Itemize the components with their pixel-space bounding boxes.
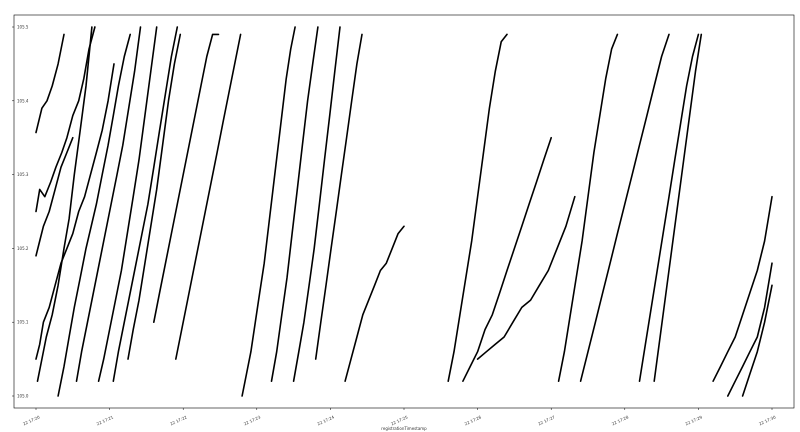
series-line-4 [35, 63, 115, 360]
x-tick-label-4: 22 17:23 [243, 414, 262, 426]
series-line-6 [57, 33, 131, 397]
series-line-2 [35, 26, 96, 213]
x-tick-label-5: 22 17:24 [316, 414, 335, 426]
series-line-23 [638, 33, 700, 383]
x-tick-label-2: 22 17:21 [96, 414, 115, 426]
series-line-27 [741, 284, 773, 397]
x-tick-label-10: 22 17:29 [684, 414, 703, 426]
x-tick-label-9: 22 17:28 [611, 414, 630, 426]
x-tick-label-3: 22 17:22 [169, 414, 188, 426]
series-layer [35, 26, 773, 397]
y-ticks: 105.0 105.1 105.2 105.3 105.4 105.5 [12, 25, 29, 399]
series-line-15 [292, 26, 341, 383]
series-line-7 [75, 26, 142, 383]
series-line-3 [35, 136, 74, 257]
y-tick-label-1: 105.0 [17, 394, 29, 399]
x-tick-label-8: 22 17:27 [537, 414, 556, 426]
x-tick-label-6: 22 17:25 [390, 414, 409, 426]
series-line-1 [35, 33, 65, 134]
y-tick-label-2: 105.1 [17, 320, 29, 325]
y-tick-label-5: 105.4 [17, 98, 29, 103]
y-tick-label-6: 105.5 [17, 25, 29, 30]
series-line-11 [153, 33, 220, 324]
x-ticks: 22 17:20 22 17:21 22 17:22 22 17:23 22 17:24… [22, 408, 777, 426]
series-line-19 [462, 136, 553, 383]
series-line-25 [712, 195, 773, 383]
x-tick-label-7: 22 17:26 [464, 414, 483, 426]
series-line-21 [557, 33, 619, 383]
x-tick-label-1: 22 17:20 [22, 414, 41, 426]
series-line-20 [476, 195, 576, 360]
series-line-13 [241, 26, 296, 397]
series-line-8 [97, 26, 158, 383]
series-line-14 [270, 26, 319, 383]
series-line-12 [175, 33, 242, 360]
series-line-22 [579, 33, 670, 383]
series-line-26 [726, 262, 773, 397]
series-line-18 [447, 33, 508, 383]
series-line-10 [127, 33, 182, 360]
x-axis-title: registrationTimestamp [381, 426, 427, 431]
series-line-9 [112, 26, 179, 383]
series-line-24 [653, 33, 703, 383]
y-tick-label-3: 105.2 [17, 246, 29, 251]
y-tick-label-4: 105.3 [17, 172, 29, 177]
x-tick-label-11: 22 17:30 [758, 414, 777, 426]
series-line-17 [344, 225, 405, 383]
series-line-5 [36, 26, 93, 383]
series-line-16 [314, 33, 363, 360]
